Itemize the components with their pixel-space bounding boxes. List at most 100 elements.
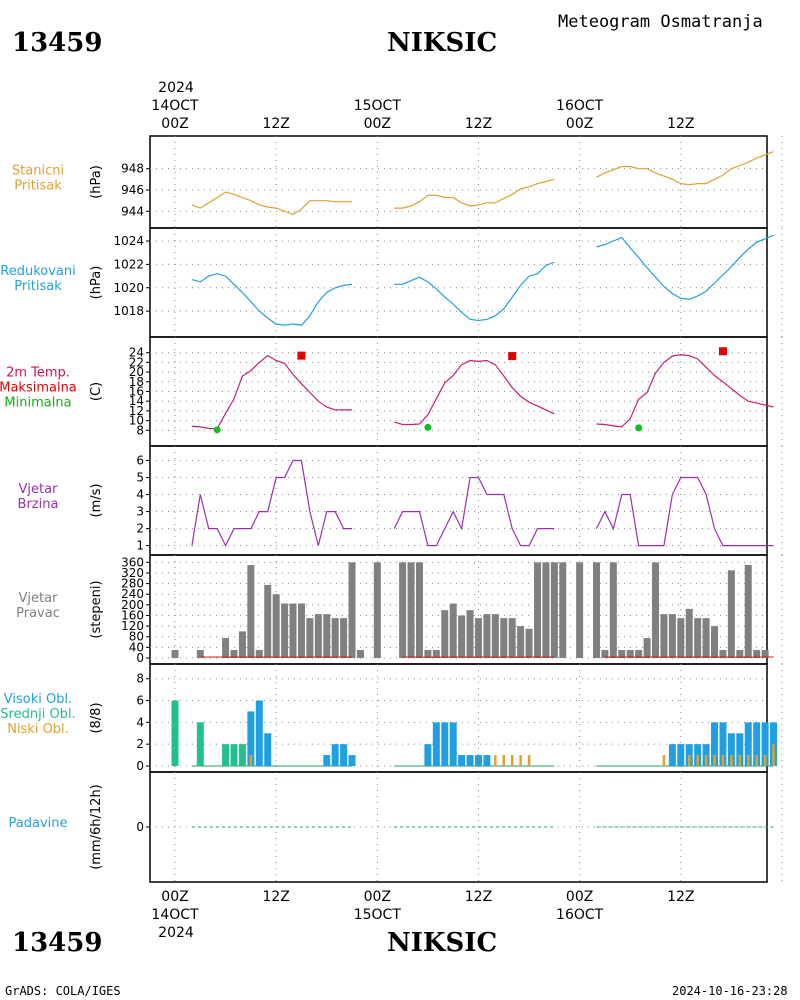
wind-direction-bar (264, 584, 272, 658)
wind-direction-bar (474, 618, 482, 658)
wind-direction-bar (727, 570, 735, 658)
date-label-top: 16OCT (556, 98, 604, 114)
cloud-bar (348, 755, 356, 766)
y-tick-label: 24 (129, 346, 144, 360)
cloud-bar (711, 722, 719, 766)
y-tick-label: 2 (136, 737, 144, 751)
panel-label: 2m Temp. (6, 366, 70, 381)
cloud-bar (255, 700, 263, 766)
wind-direction-bar (643, 638, 651, 658)
meteogram-title: Meteogram Osmatranja (558, 12, 763, 32)
y-tick-label: 16 (129, 385, 144, 399)
series-line (191, 273, 353, 326)
y-tick-label: 120 (121, 619, 144, 633)
y-tick-label: 80 (129, 630, 144, 644)
cloud-bar (458, 755, 466, 766)
wind-direction-bar (508, 618, 516, 658)
unit-label: (m/s) (89, 484, 104, 518)
wind-direction-bar (744, 564, 752, 658)
cloud-bar (247, 711, 255, 766)
cloud-bar (668, 744, 676, 766)
y-tick-label: 6 (136, 454, 144, 468)
wind-direction-bar (525, 628, 533, 658)
wind-direction-bar (340, 618, 348, 658)
y-tick-label: 240 (121, 587, 144, 601)
y-tick-label: 3 (136, 505, 144, 519)
y-tick-label: 8 (136, 423, 144, 437)
wind-direction-bar (331, 618, 339, 658)
panel-label: Vjetar (19, 591, 59, 606)
y-tick-label: 4 (136, 488, 144, 502)
wind-direction-bar (415, 562, 423, 658)
date-label-top: 15OCT (354, 98, 402, 114)
panel-label: Niski Obl. (7, 722, 69, 737)
time-label-bottom: 12Z (667, 889, 694, 905)
wind-direction-bar (407, 562, 415, 658)
panel-label: Visoki Obl. (4, 692, 72, 707)
date-label-bottom: 14OCT (151, 907, 199, 923)
panel-label: Minimalna (4, 396, 71, 411)
wind-direction-bar (550, 562, 558, 658)
wind-direction-bar (373, 562, 381, 658)
wind-direction-bar (668, 614, 676, 658)
y-tick-label: 0 (136, 820, 144, 834)
wind-direction-bar (694, 618, 702, 658)
panel-label: Stanicni (12, 164, 64, 179)
wind-direction-bar (314, 614, 322, 658)
wind-direction-bar (677, 618, 685, 658)
y-tick-label: 5 (136, 471, 144, 485)
y-tick-label: 200 (121, 598, 144, 612)
min-temp-marker (213, 426, 221, 434)
cloud-bar (719, 722, 727, 766)
date-label-bottom: 15OCT (354, 907, 402, 923)
series-line (394, 178, 555, 209)
wind-direction-bar (432, 650, 440, 658)
panel-label: Srednji Obl. (0, 707, 75, 722)
series-line (596, 353, 774, 428)
cloud-bar (746, 755, 750, 766)
panel-label: Padavine (9, 816, 68, 831)
cloud-bar (519, 755, 522, 766)
time-label-top: 12Z (667, 116, 694, 132)
station-id-bottom: 13459 (12, 928, 103, 958)
wind-direction-bar (196, 650, 204, 658)
series-line (191, 459, 352, 547)
wind-direction-bar (230, 650, 238, 658)
cloud-bar (238, 744, 246, 766)
panel-frame (149, 445, 768, 556)
wind-direction-bar (593, 562, 600, 658)
year-label-bottom: 2024 (158, 925, 194, 941)
panel-label: Pravac (16, 606, 60, 621)
wind-direction-bar (238, 631, 246, 658)
y-tick-label: 20 (129, 365, 144, 379)
unit-label: (mm/6h/12h) (89, 784, 104, 870)
series-line (394, 359, 555, 426)
cloud-bar (323, 755, 331, 766)
cloud-bar (761, 722, 769, 766)
time-label-bottom: 12Z (262, 889, 289, 905)
cloud-bar (763, 755, 767, 766)
wind-direction-bar (491, 614, 499, 658)
y-tick-label: 10 (129, 414, 144, 428)
wind-direction-bar (289, 603, 297, 658)
cloud-bar (736, 733, 744, 766)
y-tick-label: 12 (129, 404, 144, 418)
unit-label: (hPa) (89, 266, 104, 300)
panel-frame (149, 227, 768, 338)
wind-direction-bar (660, 614, 668, 658)
series-line (191, 191, 352, 216)
max-temp-marker (718, 347, 727, 356)
wind-direction-bar (483, 614, 491, 658)
wind-direction-bar (356, 650, 364, 658)
cloud-bar (494, 755, 497, 766)
y-tick-label: 22 (129, 355, 144, 369)
wind-direction-bar (601, 650, 609, 658)
y-tick-label: 1024 (113, 234, 144, 248)
cloud-bar (474, 755, 482, 766)
series-line (394, 261, 555, 322)
cloud-bar (264, 733, 272, 766)
